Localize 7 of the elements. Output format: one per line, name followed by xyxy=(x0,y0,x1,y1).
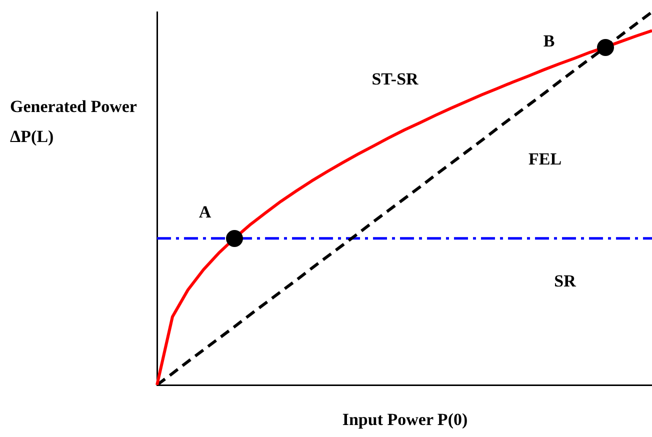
annotation: B xyxy=(543,31,555,50)
x-axis-title: Input Power P(0) xyxy=(341,410,469,430)
annotation: SR xyxy=(554,271,577,290)
annotation: FEL xyxy=(528,149,562,168)
annotation: ST-SR xyxy=(372,69,420,88)
y-axis-title: Generated Power ΔP(L) xyxy=(10,96,138,148)
annotation: A xyxy=(198,202,212,222)
